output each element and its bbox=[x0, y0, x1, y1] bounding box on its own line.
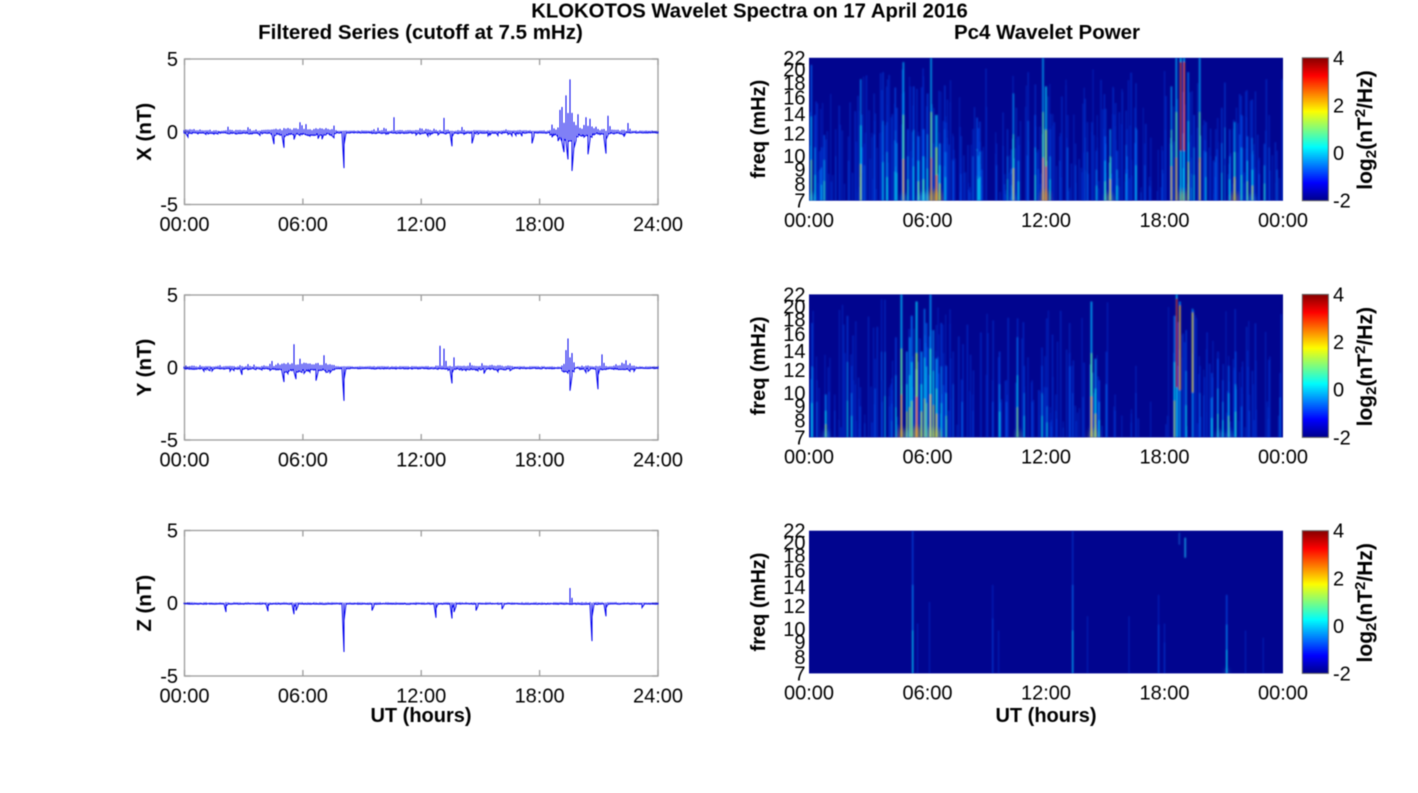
svg-text:12:00: 12:00 bbox=[396, 214, 446, 236]
svg-text:18:00: 18:00 bbox=[515, 685, 565, 707]
svg-text:freq (mHz): freq (mHz) bbox=[748, 316, 770, 415]
svg-text:14: 14 bbox=[783, 577, 805, 599]
svg-text:4: 4 bbox=[1333, 48, 1344, 70]
svg-text:10: 10 bbox=[783, 146, 805, 168]
svg-text:00:00: 00:00 bbox=[159, 449, 209, 471]
svg-text:12:00: 12:00 bbox=[1021, 210, 1071, 232]
svg-text:16: 16 bbox=[783, 560, 805, 582]
svg-text:24:00: 24:00 bbox=[633, 214, 683, 236]
svg-text:22: 22 bbox=[783, 284, 805, 306]
svg-text:20: 20 bbox=[783, 533, 805, 555]
svg-text:16: 16 bbox=[783, 88, 805, 110]
svg-text:8: 8 bbox=[794, 647, 805, 669]
svg-text:10: 10 bbox=[783, 383, 805, 405]
svg-text:00:00: 00:00 bbox=[784, 210, 834, 232]
svg-text:-2: -2 bbox=[1333, 427, 1351, 449]
svg-text:12: 12 bbox=[783, 360, 805, 382]
svg-text:log2(nT2/Hz): log2(nT2/Hz) bbox=[1352, 543, 1380, 662]
svg-text:0: 0 bbox=[167, 122, 178, 144]
svg-text:8: 8 bbox=[794, 174, 805, 196]
svg-text:00:00: 00:00 bbox=[784, 447, 834, 469]
svg-text:18: 18 bbox=[783, 546, 805, 568]
svg-text:7: 7 bbox=[794, 191, 805, 213]
svg-text:14: 14 bbox=[783, 104, 805, 126]
svg-text:log2(nT2/Hz): log2(nT2/Hz) bbox=[1352, 307, 1380, 426]
svg-text:9: 9 bbox=[794, 632, 805, 654]
svg-text:2: 2 bbox=[1333, 332, 1344, 354]
svg-text:00:00: 00:00 bbox=[159, 685, 209, 707]
svg-text:20: 20 bbox=[783, 296, 805, 318]
svg-text:18:00: 18:00 bbox=[515, 214, 565, 236]
svg-text:24:00: 24:00 bbox=[633, 449, 683, 471]
svg-text:0: 0 bbox=[1333, 143, 1344, 165]
svg-text:Z (nT): Z (nT) bbox=[133, 575, 156, 632]
svg-text:4: 4 bbox=[1333, 521, 1344, 543]
svg-text:12: 12 bbox=[783, 123, 805, 145]
svg-text:22: 22 bbox=[783, 48, 805, 70]
svg-text:12:00: 12:00 bbox=[396, 449, 446, 471]
svg-text:KLOKOTOS Wavelet Spectra on 17: KLOKOTOS Wavelet Spectra on 17 April 201… bbox=[531, 0, 968, 22]
svg-text:0: 0 bbox=[1333, 616, 1344, 638]
svg-text:5: 5 bbox=[167, 49, 178, 71]
svg-text:00:00: 00:00 bbox=[1258, 683, 1308, 705]
svg-text:12:00: 12:00 bbox=[1021, 683, 1071, 705]
svg-text:12:00: 12:00 bbox=[396, 685, 446, 707]
svg-text:0: 0 bbox=[1333, 380, 1344, 402]
svg-text:06:00: 06:00 bbox=[902, 683, 952, 705]
svg-text:06:00: 06:00 bbox=[278, 685, 328, 707]
svg-text:00:00: 00:00 bbox=[1258, 447, 1308, 469]
svg-text:22: 22 bbox=[783, 521, 805, 543]
svg-text:00:00: 00:00 bbox=[1258, 210, 1308, 232]
svg-text:18: 18 bbox=[783, 73, 805, 95]
svg-text:18:00: 18:00 bbox=[1139, 683, 1189, 705]
svg-text:06:00: 06:00 bbox=[278, 449, 328, 471]
svg-text:2: 2 bbox=[1333, 568, 1344, 590]
svg-text:12: 12 bbox=[783, 596, 805, 618]
svg-text:16: 16 bbox=[783, 324, 805, 346]
svg-text:9: 9 bbox=[794, 396, 805, 418]
svg-text:20: 20 bbox=[783, 60, 805, 82]
svg-text:18:00: 18:00 bbox=[1139, 210, 1189, 232]
svg-text:Pc4 Wavelet Power: Pc4 Wavelet Power bbox=[954, 21, 1140, 44]
svg-text:7: 7 bbox=[794, 427, 805, 449]
svg-text:-5: -5 bbox=[160, 195, 178, 217]
svg-text:Filtered Series (cutoff at 7.5: Filtered Series (cutoff at 7.5 mHz) bbox=[258, 21, 583, 44]
svg-text:12:00: 12:00 bbox=[1021, 447, 1071, 469]
svg-text:06:00: 06:00 bbox=[902, 210, 952, 232]
svg-text:24:00: 24:00 bbox=[633, 685, 683, 707]
svg-text:14: 14 bbox=[783, 341, 805, 363]
svg-text:7: 7 bbox=[794, 663, 805, 685]
svg-text:2: 2 bbox=[1333, 95, 1344, 117]
svg-text:-5: -5 bbox=[160, 430, 178, 452]
svg-text:4: 4 bbox=[1333, 284, 1344, 306]
svg-text:freq (mHz): freq (mHz) bbox=[748, 80, 770, 179]
svg-text:8: 8 bbox=[794, 411, 805, 433]
svg-text:log2(nT2/Hz): log2(nT2/Hz) bbox=[1352, 70, 1380, 189]
svg-text:freq (mHz): freq (mHz) bbox=[748, 553, 770, 652]
svg-text:-5: -5 bbox=[160, 666, 178, 688]
svg-text:-2: -2 bbox=[1333, 663, 1351, 685]
svg-text:18:00: 18:00 bbox=[1139, 447, 1189, 469]
svg-text:5: 5 bbox=[167, 285, 178, 307]
svg-text:-2: -2 bbox=[1333, 191, 1351, 213]
svg-text:UT (hours): UT (hours) bbox=[370, 705, 471, 727]
svg-text:5: 5 bbox=[167, 521, 178, 543]
svg-text:00:00: 00:00 bbox=[784, 683, 834, 705]
svg-text:18: 18 bbox=[783, 310, 805, 332]
svg-text:06:00: 06:00 bbox=[278, 214, 328, 236]
svg-text:0: 0 bbox=[167, 358, 178, 380]
svg-text:Y (nT): Y (nT) bbox=[133, 339, 156, 397]
svg-text:UT (hours): UT (hours) bbox=[995, 705, 1096, 727]
svg-text:10: 10 bbox=[783, 619, 805, 641]
svg-text:9: 9 bbox=[794, 159, 805, 181]
svg-text:00:00: 00:00 bbox=[159, 214, 209, 236]
svg-text:18:00: 18:00 bbox=[515, 449, 565, 471]
svg-text:X (nT): X (nT) bbox=[133, 103, 156, 161]
svg-text:06:00: 06:00 bbox=[902, 447, 952, 469]
svg-text:0: 0 bbox=[167, 593, 178, 615]
